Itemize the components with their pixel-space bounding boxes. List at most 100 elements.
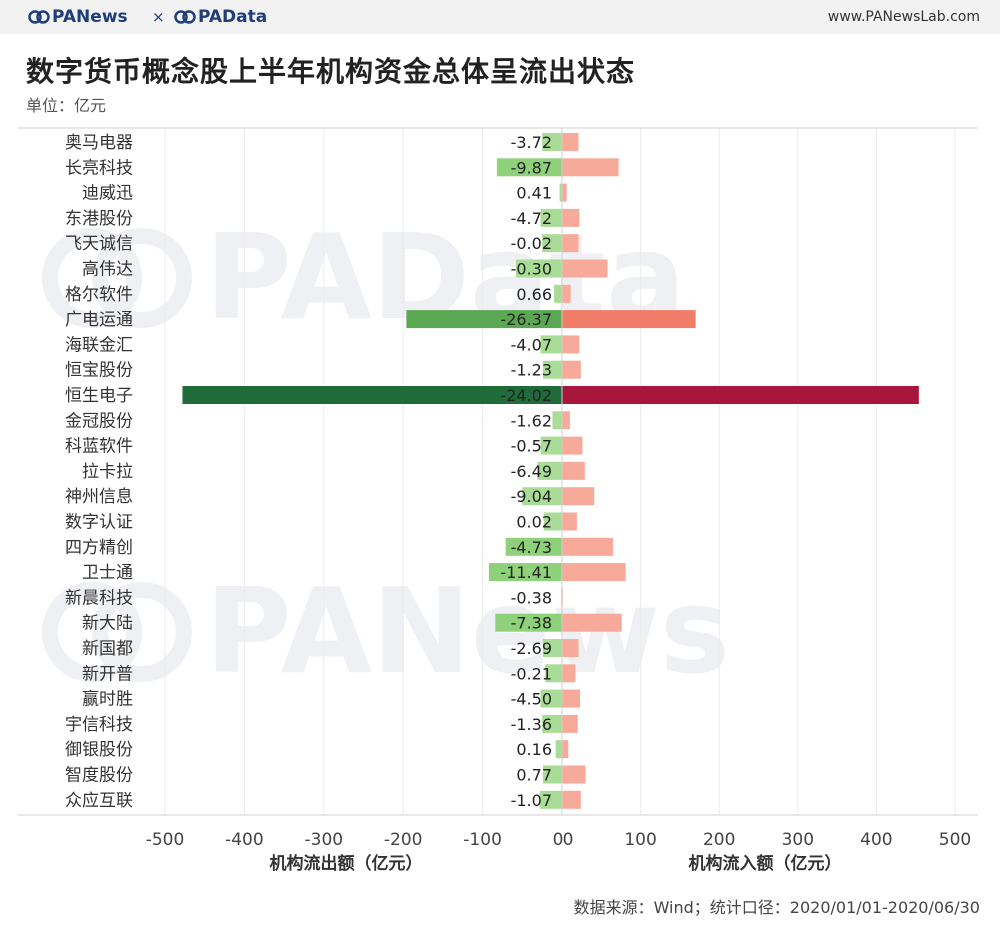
watermark-icon — [92, 582, 192, 682]
inflow-bar — [562, 512, 577, 531]
inflow-bar — [562, 436, 583, 455]
padata-logo-text: PAData — [198, 7, 268, 27]
panews-logo: PANews — [28, 7, 128, 27]
outflow-bar — [488, 563, 562, 582]
tick-label: 0 — [563, 830, 574, 850]
inflow-bar — [562, 335, 580, 354]
value-label: -0.21 — [511, 664, 552, 683]
outflow-bar — [545, 664, 562, 683]
tick-label: -500 — [146, 830, 185, 850]
left-axis-title: 机构流出额（亿元） — [270, 853, 423, 874]
category-label: 奥马电器 — [65, 133, 133, 153]
unit-label: 单位：亿元 — [26, 96, 107, 115]
category-label: 数字认证 — [65, 513, 133, 533]
outflow-bar — [559, 183, 562, 202]
outflow-bar — [543, 512, 562, 531]
category-label: 迪威迅 — [82, 184, 133, 204]
category-label: 飞天诚信 — [65, 234, 133, 254]
watermark-icon — [42, 582, 142, 682]
chart-title: 数字货币概念股上半年机构资金总体呈流出状态 — [26, 55, 636, 88]
inflow-bar — [562, 133, 579, 151]
watermark-1: PANews — [42, 562, 730, 700]
outflow-bar — [542, 133, 562, 151]
outflow-bar — [552, 411, 562, 430]
category-label: 金冠股份 — [65, 411, 133, 431]
category-label: 广电运通 — [65, 310, 133, 330]
value-label: -0.57 — [511, 437, 552, 456]
outflow-bar — [495, 613, 562, 632]
inflow-bar — [562, 259, 608, 278]
category-label: 新晨科技 — [65, 588, 133, 608]
value-label: -11.41 — [500, 563, 552, 582]
inflow-bar — [562, 183, 567, 202]
tick-label: 300 — [782, 830, 814, 850]
value-label: -3.72 — [511, 133, 552, 152]
tick-label: 100 — [624, 830, 656, 850]
padata-logo: PAData — [174, 7, 267, 27]
category-label: 东港股份 — [65, 209, 133, 229]
inflow-bar — [562, 284, 571, 303]
value-label: -26.37 — [500, 310, 552, 329]
category-label: 四方精创 — [65, 538, 133, 558]
outflow-bar — [542, 234, 562, 253]
category-label: 恒宝股份 — [65, 361, 133, 381]
value-label: -0.30 — [511, 260, 552, 279]
value-label: -4.73 — [511, 538, 552, 557]
category-label: 海联金汇 — [65, 335, 133, 355]
category-label: 恒生电子 — [65, 386, 133, 406]
inflow-bar — [562, 689, 581, 708]
inflow-bar — [562, 487, 595, 506]
category-label: 众应互联 — [65, 791, 133, 811]
brand-separator: × — [152, 8, 165, 26]
category-label: 新开普 — [82, 664, 133, 684]
value-label: -1.07 — [511, 791, 552, 810]
outflow-bar — [505, 537, 562, 556]
category-label: 格尔软件 — [65, 285, 133, 305]
inflow-bar — [562, 537, 614, 556]
label-layer: 奥马电器 -3.72 长亮科技 -9.87 迪威迅 0.41 东港股份 -4.72 飞天诚信 -0… — [65, 133, 552, 811]
value-label: -4.07 — [511, 335, 552, 354]
inflow-bar — [562, 411, 570, 430]
outflow-bar — [542, 714, 562, 733]
value-label: -6.49 — [511, 462, 552, 481]
panews-logo-icon — [28, 10, 50, 24]
inflow-bar — [562, 310, 696, 329]
inflow-bar — [562, 563, 626, 582]
outflow-bar — [540, 208, 562, 227]
value-label: 0.02 — [516, 513, 552, 532]
tick-label: 200 — [703, 830, 735, 850]
value-label: -0.02 — [511, 234, 552, 253]
category-label: 宇信科技 — [65, 715, 133, 735]
value-label: -4.72 — [511, 209, 552, 228]
category-label: 御银股份 — [65, 740, 133, 760]
category-label: 科蓝软件 — [65, 437, 133, 457]
outflow-bar — [542, 765, 562, 784]
category-label: 拉卡拉 — [82, 462, 133, 482]
tick-label: 500 — [939, 830, 971, 850]
inflow-bar — [562, 461, 585, 480]
outflow-bar — [539, 790, 562, 809]
panews-logo-text: PANews — [52, 7, 128, 27]
outflow-bar — [182, 386, 562, 404]
category-label: 高伟达 — [82, 260, 133, 280]
outflow-bar — [542, 360, 562, 379]
outflow-bar — [555, 740, 562, 759]
outflow-bar — [542, 639, 562, 657]
bar-layer — [182, 133, 919, 809]
inflow-bar — [562, 790, 581, 809]
inflow-bar — [562, 740, 569, 759]
top-bar: PANews × PAData www.PANewsLab.com — [0, 0, 1000, 34]
inflow-bar — [562, 360, 581, 379]
inflow-bar — [562, 664, 576, 683]
tick-label: -200 — [384, 830, 423, 850]
tick-label: -400 — [225, 830, 264, 850]
watermark-icon — [42, 228, 142, 328]
inflow-bar — [562, 386, 919, 404]
inflow-bar — [562, 639, 579, 657]
outflow-bar — [537, 461, 562, 480]
site-url[interactable]: www.PANewsLab.com — [827, 9, 980, 25]
category-label: 卫士通 — [82, 563, 133, 583]
tick-label: -300 — [305, 830, 344, 850]
inflow-bar — [562, 234, 579, 253]
